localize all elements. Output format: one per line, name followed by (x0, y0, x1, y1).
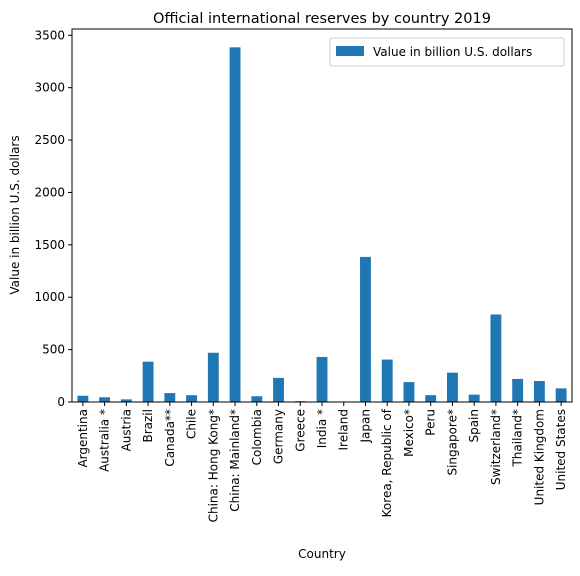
y-tick-label: 1000 (34, 290, 65, 304)
bar-9 (273, 377, 284, 402)
y-tick-label: 3500 (34, 28, 65, 42)
x-tick-label: Korea, Republic of (380, 408, 394, 517)
x-tick-label: Austria (119, 409, 133, 451)
bar-15 (403, 382, 415, 402)
bars-group (77, 47, 567, 403)
x-tick-label: Ireland (337, 409, 351, 451)
x-tick-label: Canada** (163, 409, 177, 467)
x-axis-label: Country (298, 547, 346, 561)
x-tick-label: Singapore* (445, 409, 459, 476)
x-tick-label: Mexico* (402, 409, 416, 457)
bar-13 (360, 256, 371, 402)
bar-3 (142, 361, 154, 402)
bar-22 (555, 388, 567, 402)
bar-14 (381, 359, 393, 402)
bar-19 (490, 314, 502, 402)
bar-17 (447, 372, 458, 402)
y-axis: 0 500 1000 1500 2000 2500 3000 3500 (34, 28, 72, 409)
legend: Value in billion U.S. dollars (329, 37, 565, 67)
y-tick-label: 3000 (34, 81, 65, 95)
bar-11 (316, 356, 328, 402)
legend-label: Value in billion U.S. dollars (373, 45, 532, 59)
x-tick-label: Switzerland* (489, 409, 503, 485)
bar-0 (77, 395, 89, 402)
bar-5 (186, 395, 197, 402)
bar-1 (99, 397, 111, 402)
bar-16 (425, 395, 437, 402)
x-tick-label: Spain (467, 409, 481, 443)
bar-18 (468, 394, 480, 402)
x-tick-label: Brazil (141, 409, 155, 443)
bar-21 (533, 381, 545, 402)
x-tick-label: United States (554, 409, 568, 490)
x-tick-label: India * (315, 409, 329, 448)
x-tick-label: Greece (293, 409, 307, 452)
x-tick-label: Chile (185, 409, 199, 439)
bar-4 (164, 393, 176, 402)
bar-8 (251, 396, 263, 402)
x-tick-label: Germany (272, 409, 286, 464)
x-tick-label: China: Mainland* (228, 409, 242, 512)
x-tick-label: Argentina (76, 409, 90, 468)
bar-7 (229, 47, 241, 403)
x-tick-label: Australia * (98, 409, 112, 472)
chart-title: Official international reserves by count… (153, 11, 491, 27)
bar-6 (207, 352, 219, 402)
x-tick-label: Colombia (250, 409, 264, 465)
x-axis: Argentina Australia * Austria Brazil Canada*… (76, 402, 568, 522)
x-tick-label: China: Hong Kong* (206, 409, 220, 522)
y-tick-label: 1500 (34, 238, 65, 252)
legend-frame (329, 37, 565, 67)
legend-swatch (336, 46, 364, 56)
y-tick-label: 2000 (34, 185, 65, 199)
x-tick-label: Peru (424, 409, 438, 436)
y-axis-label: Value in billion U.S. dollars (8, 135, 22, 294)
bar-2 (120, 399, 132, 402)
y-tick-label: 500 (42, 343, 65, 357)
bar-20 (512, 378, 524, 402)
y-tick-label: 2500 (34, 133, 65, 147)
plot-frame (71, 28, 573, 403)
y-tick-label: 0 (57, 395, 65, 409)
x-tick-label: Japan (358, 409, 372, 443)
x-tick-label: United Kingdom (532, 409, 546, 505)
x-tick-label: Thailand* (511, 409, 525, 468)
